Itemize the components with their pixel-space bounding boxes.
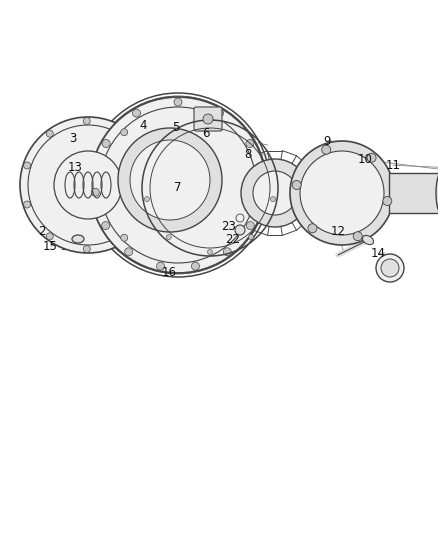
Circle shape	[270, 197, 275, 201]
Circle shape	[290, 141, 393, 245]
Text: 13: 13	[68, 161, 83, 174]
Text: 22: 22	[225, 233, 240, 246]
Circle shape	[54, 151, 122, 219]
Circle shape	[118, 128, 222, 232]
Circle shape	[234, 225, 244, 235]
Circle shape	[166, 235, 171, 239]
Circle shape	[321, 146, 330, 154]
Circle shape	[24, 201, 31, 208]
Circle shape	[382, 197, 391, 206]
Text: 9: 9	[322, 135, 330, 148]
Text: 23: 23	[220, 220, 235, 233]
Circle shape	[236, 214, 244, 222]
Ellipse shape	[362, 236, 373, 245]
Text: 16: 16	[161, 266, 176, 279]
Circle shape	[252, 171, 297, 215]
Circle shape	[102, 140, 110, 148]
Bar	[388, 173, 438, 213]
Circle shape	[120, 129, 127, 136]
Circle shape	[156, 262, 164, 270]
Circle shape	[24, 162, 31, 169]
Circle shape	[191, 262, 199, 270]
Text: 8: 8	[244, 148, 251, 161]
Circle shape	[130, 140, 209, 220]
Text: 4: 4	[138, 119, 146, 132]
Circle shape	[207, 249, 212, 254]
Circle shape	[132, 109, 140, 117]
Circle shape	[248, 235, 253, 239]
Circle shape	[144, 159, 151, 167]
Circle shape	[223, 248, 231, 256]
Circle shape	[144, 197, 149, 201]
Circle shape	[173, 98, 182, 106]
Circle shape	[90, 97, 265, 273]
Circle shape	[91, 188, 99, 196]
Circle shape	[120, 235, 127, 241]
Ellipse shape	[375, 254, 403, 282]
Circle shape	[20, 117, 155, 253]
Text: 5: 5	[172, 122, 179, 134]
Circle shape	[124, 248, 132, 256]
Text: 10: 10	[357, 154, 372, 166]
Circle shape	[366, 154, 375, 162]
Circle shape	[28, 125, 148, 245]
Ellipse shape	[72, 235, 84, 243]
Circle shape	[240, 159, 308, 227]
Text: 6: 6	[202, 127, 210, 140]
Circle shape	[202, 114, 212, 124]
Circle shape	[144, 204, 151, 211]
Circle shape	[46, 130, 53, 137]
Circle shape	[100, 107, 255, 263]
Circle shape	[46, 233, 53, 240]
Circle shape	[292, 181, 300, 190]
Text: 7: 7	[173, 181, 181, 194]
Circle shape	[83, 246, 90, 253]
Text: 15: 15	[43, 240, 58, 253]
Circle shape	[256, 188, 264, 196]
Text: 3: 3	[69, 132, 76, 145]
Ellipse shape	[380, 259, 398, 277]
Text: 2: 2	[38, 225, 46, 238]
Ellipse shape	[435, 173, 438, 213]
Circle shape	[101, 222, 110, 230]
Circle shape	[353, 232, 361, 241]
Circle shape	[245, 140, 253, 148]
Text: 14: 14	[370, 247, 385, 260]
Circle shape	[299, 151, 383, 235]
FancyBboxPatch shape	[194, 107, 222, 131]
Circle shape	[83, 117, 90, 125]
Text: 11: 11	[385, 159, 399, 172]
Circle shape	[246, 222, 254, 230]
Circle shape	[307, 224, 316, 233]
Text: 12: 12	[330, 225, 345, 238]
Circle shape	[215, 109, 223, 117]
